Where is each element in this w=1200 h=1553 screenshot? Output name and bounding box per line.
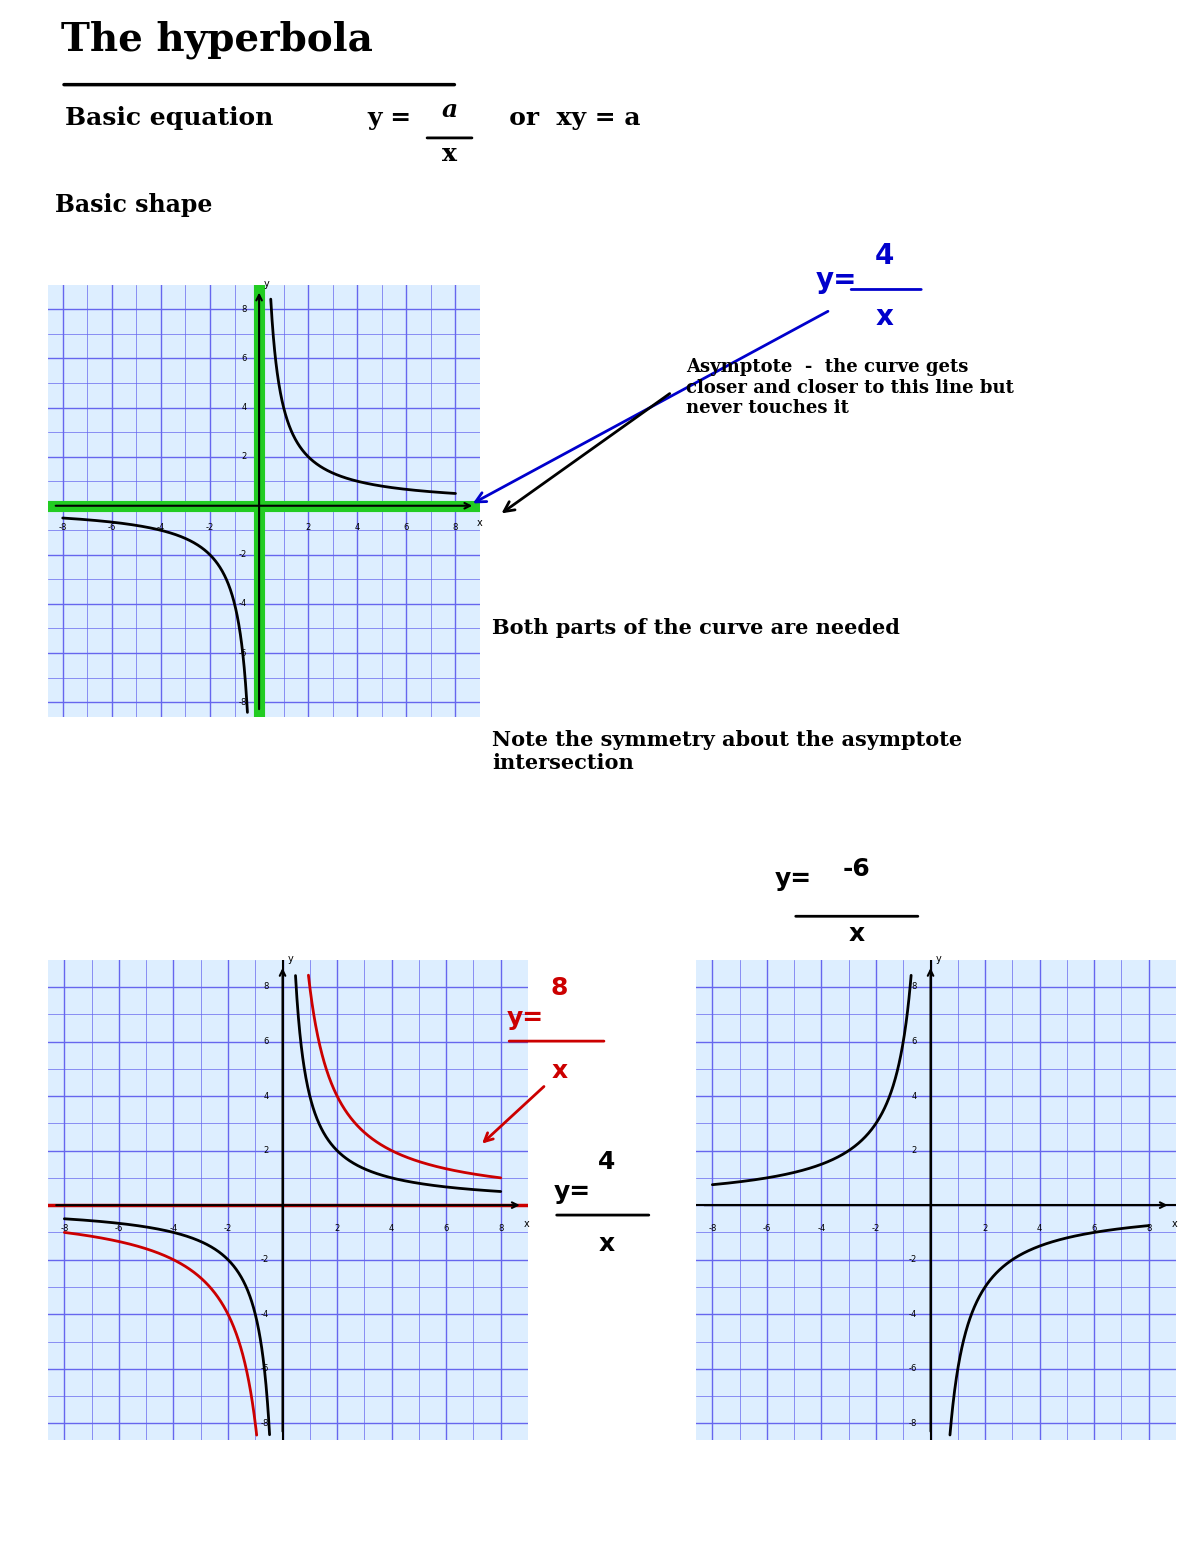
Text: -2: -2	[224, 1224, 232, 1233]
Text: -8: -8	[708, 1224, 716, 1233]
Text: -4: -4	[157, 523, 166, 533]
Text: -4: -4	[260, 1309, 269, 1318]
Text: -6: -6	[108, 523, 116, 533]
Text: -8: -8	[908, 1419, 917, 1427]
Text: 2: 2	[912, 1146, 917, 1155]
Text: x: x	[876, 303, 893, 331]
Text: -6: -6	[260, 1364, 269, 1373]
Text: 8: 8	[498, 1224, 504, 1233]
Text: 2: 2	[241, 452, 247, 461]
Text: x: x	[1172, 1219, 1177, 1228]
Text: y: y	[288, 954, 294, 964]
Text: -2: -2	[206, 523, 214, 533]
Text: -2: -2	[908, 1255, 917, 1264]
Text: 2: 2	[306, 523, 311, 533]
Text: 2: 2	[983, 1224, 988, 1233]
Text: -4: -4	[169, 1224, 178, 1233]
Text: Note the symmetry about the asymptote
intersection: Note the symmetry about the asymptote in…	[492, 730, 962, 773]
Text: 8: 8	[452, 523, 458, 533]
Text: 6: 6	[1092, 1224, 1097, 1233]
Text: 2: 2	[335, 1224, 340, 1233]
Text: 6: 6	[264, 1037, 269, 1047]
Text: Asymptote  -  the curve gets
closer and closer to this line but
never touches it: Asymptote - the curve gets closer and cl…	[686, 357, 1014, 418]
Text: 6: 6	[241, 354, 247, 363]
Text: -2: -2	[872, 1224, 880, 1233]
Text: x: x	[476, 519, 482, 528]
Text: -8: -8	[60, 1224, 68, 1233]
Text: -4: -4	[239, 599, 247, 609]
Text: y: y	[936, 954, 942, 964]
Text: -8: -8	[260, 1419, 269, 1427]
Text: -2: -2	[260, 1255, 269, 1264]
Text: y=: y=	[816, 266, 858, 294]
Text: 4: 4	[355, 523, 360, 533]
Text: x: x	[524, 1219, 529, 1228]
Text: 4: 4	[389, 1224, 395, 1233]
Text: -6: -6	[115, 1224, 124, 1233]
Text: 2: 2	[264, 1146, 269, 1155]
Text: or  xy = a: or xy = a	[484, 106, 641, 129]
Text: y =: y =	[367, 106, 420, 129]
Text: -2: -2	[239, 550, 247, 559]
Text: -6: -6	[842, 857, 871, 881]
Text: y=: y=	[554, 1180, 592, 1204]
Text: Both parts of the curve are needed: Both parts of the curve are needed	[492, 618, 900, 638]
Text: -4: -4	[817, 1224, 826, 1233]
Text: 8: 8	[264, 983, 269, 991]
Text: -8: -8	[239, 697, 247, 707]
Text: x: x	[442, 141, 457, 166]
Text: 8: 8	[551, 975, 568, 1000]
Text: x: x	[551, 1059, 568, 1082]
Text: x: x	[848, 922, 865, 946]
Text: x: x	[599, 1233, 614, 1256]
Text: -4: -4	[908, 1309, 917, 1318]
Text: -8: -8	[59, 523, 67, 533]
Text: Basic shape: Basic shape	[55, 193, 212, 216]
Text: 8: 8	[1146, 1224, 1152, 1233]
Text: 6: 6	[912, 1037, 917, 1047]
Text: 8: 8	[912, 983, 917, 991]
Text: a: a	[442, 98, 457, 121]
Text: y=: y=	[775, 867, 812, 890]
Text: 8: 8	[241, 304, 247, 314]
Text: -6: -6	[763, 1224, 772, 1233]
Text: 4: 4	[264, 1092, 269, 1101]
Text: Basic equation: Basic equation	[65, 106, 274, 129]
Text: 4: 4	[598, 1149, 616, 1174]
Text: 4: 4	[241, 404, 247, 412]
Text: 6: 6	[403, 523, 409, 533]
Text: 4: 4	[912, 1092, 917, 1101]
Text: 6: 6	[444, 1224, 449, 1233]
Text: -6: -6	[908, 1364, 917, 1373]
Text: y: y	[264, 278, 270, 289]
Text: y=: y=	[506, 1006, 544, 1030]
Text: 4: 4	[875, 242, 894, 270]
Text: The hyperbola: The hyperbola	[61, 20, 373, 59]
Text: -6: -6	[239, 649, 247, 657]
Text: 4: 4	[1037, 1224, 1043, 1233]
